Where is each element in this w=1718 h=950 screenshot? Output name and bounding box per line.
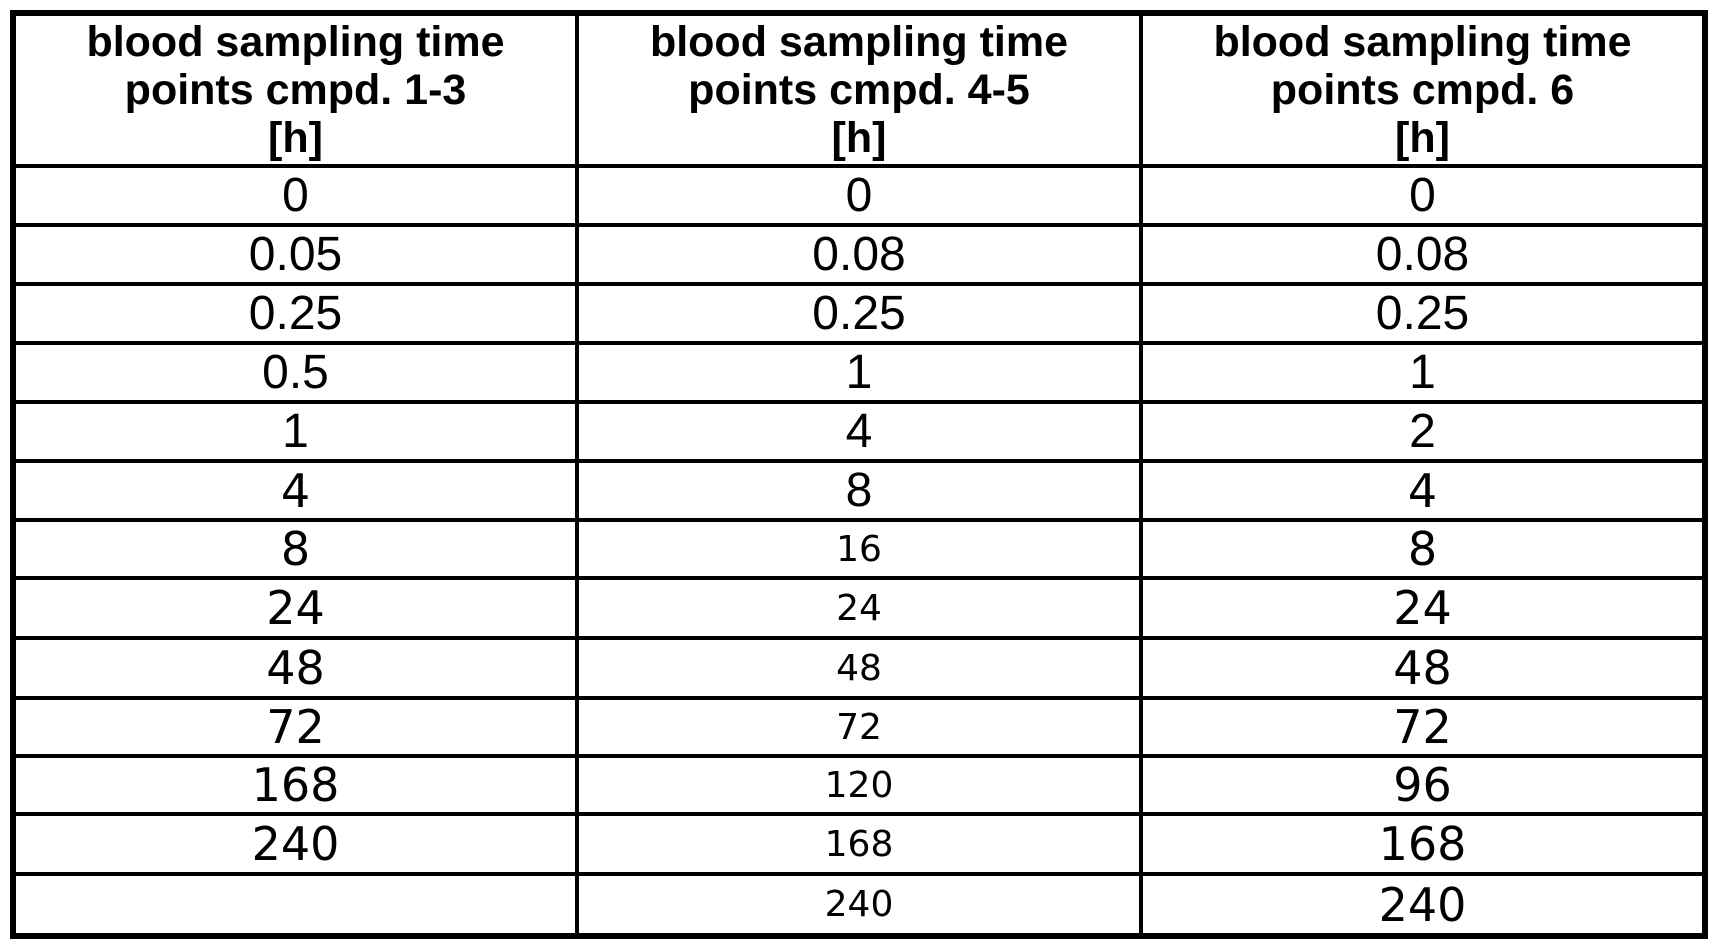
table-cell: 4 <box>1139 459 1707 522</box>
header-cmpd-1-3: blood sampling time points cmpd. 1-3 [h] <box>11 11 579 168</box>
table-cell: 0 <box>11 164 579 227</box>
table-cell: 168 <box>1139 812 1707 876</box>
table-cell: 0.08 <box>575 223 1143 286</box>
table-cell: 8 <box>1139 518 1707 580</box>
table-cell: 240 <box>11 812 579 876</box>
header-line: blood sampling time <box>649 18 1069 66</box>
table-cell: 24 <box>11 576 579 640</box>
table-row: 48 48 48 <box>11 636 1707 700</box>
header-line: blood sampling time <box>86 18 505 66</box>
table-cell: 48 <box>1139 636 1707 700</box>
table-cell: 0.05 <box>11 223 579 286</box>
header-unit-label: [h] <box>1395 114 1450 162</box>
table-row: 0.25 0.25 0.25 <box>11 282 1707 345</box>
header-unit-label: [h] <box>268 114 323 162</box>
table-cell: 24 <box>1139 576 1707 640</box>
table-cell: 0.5 <box>11 341 579 404</box>
table-cell: 0.25 <box>11 282 579 345</box>
table-cell: 1 <box>1139 341 1707 404</box>
table-cell: 0 <box>575 164 1143 227</box>
blood-sampling-table: blood sampling time points cmpd. 1-3 [h]… <box>10 10 1708 939</box>
table-cell: 0 <box>1139 164 1707 227</box>
table-cell: 72 <box>575 696 1143 758</box>
table-cell: 4 <box>11 459 579 522</box>
header-line: points cmpd. 6 <box>1270 66 1575 114</box>
table-cell: 120 <box>575 754 1143 816</box>
table-cell: 16 <box>575 518 1143 580</box>
table-cell: 48 <box>11 636 579 700</box>
table-cell: 72 <box>1139 696 1707 758</box>
table-cell: 8 <box>11 518 579 580</box>
table-row: 0.5 1 1 <box>11 341 1707 404</box>
header-line: points cmpd. 1-3 <box>124 66 467 114</box>
table-cell: 2 <box>1139 400 1707 463</box>
table-cell: 240 <box>1139 872 1707 938</box>
table-cell <box>11 872 579 938</box>
table-cell: 240 <box>575 872 1143 938</box>
table-row: 240 240 <box>11 872 1707 938</box>
table-cell: 0.25 <box>1139 282 1707 345</box>
table-row: 0.05 0.08 0.08 <box>11 223 1707 286</box>
table-cell: 1 <box>575 341 1143 404</box>
table-cell: 48 <box>575 636 1143 700</box>
table-row: 24 24 24 <box>11 576 1707 640</box>
table-cell: 1 <box>11 400 579 463</box>
table-cell: 8 <box>575 459 1143 522</box>
header-cmpd-4-5: blood sampling time points cmpd. 4-5 [h] <box>575 11 1143 168</box>
header-unit-label: [h] <box>831 114 887 162</box>
table-cell: 96 <box>1139 754 1707 816</box>
table-body: 0 0 0 0.05 0.08 0.08 0.25 0.25 0.25 0.5 1 1 1 4 2 4 8 4 8 1… <box>11 164 1707 938</box>
table-cell: 168 <box>575 812 1143 876</box>
table-row: 72 72 72 <box>11 696 1707 758</box>
table-cell: 0.08 <box>1139 223 1707 286</box>
header-line: points cmpd. 4-5 <box>688 66 1030 114</box>
table-row: 168 120 96 <box>11 754 1707 816</box>
header-row: blood sampling time points cmpd. 1-3 [h]… <box>11 11 1707 168</box>
table-row: 240 168 168 <box>11 812 1707 876</box>
table-cell: 24 <box>575 576 1143 640</box>
table-cell: 0.25 <box>575 282 1143 345</box>
table-cell: 168 <box>11 754 579 816</box>
table-cell: 4 <box>575 400 1143 463</box>
header-line: blood sampling time <box>1213 18 1632 66</box>
table-cell: 72 <box>11 696 579 758</box>
header-cmpd-6: blood sampling time points cmpd. 6 [h] <box>1139 11 1707 168</box>
table-row: 8 16 8 <box>11 518 1707 580</box>
